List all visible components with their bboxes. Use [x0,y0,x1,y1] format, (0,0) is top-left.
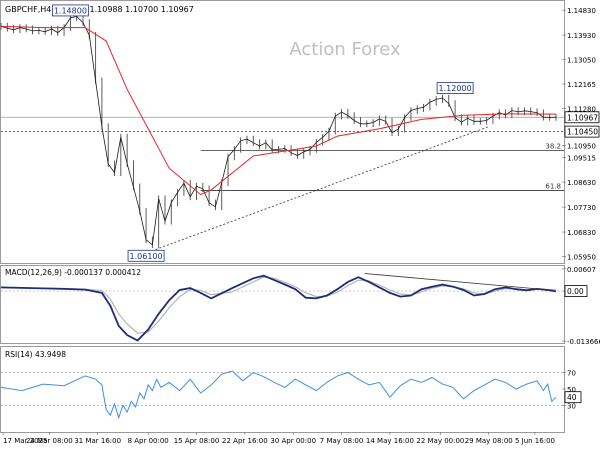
y-tick-label: 1.11280 [567,106,596,114]
recent-high-label: 1.12000 [436,82,474,95]
sma-line [0,25,557,196]
swing-high-label: 1.14800 [51,4,89,17]
macd-panel-frame [0,265,565,344]
x-tick-label: 24 Mar 08:00 [26,437,73,445]
macd-current-value: 0.00 [567,287,584,296]
macd-y-axis: 0.00607 0.00 -0.013666 [562,266,600,346]
x-tick-label: 30 Apr 00:00 [270,437,316,445]
price-close-line [0,16,557,246]
recent-high-value: 1.12000 [439,84,472,93]
swing-low-box [127,249,165,262]
swing-low-value: 1.06100 [130,252,163,261]
rsi-panel-frame [0,346,565,433]
support-price-value: 1.10450 [567,128,598,137]
x-tick-label: 5 Jun 16:00 [515,437,555,445]
y-tick-label: 1.12165 [567,81,596,89]
rsi-line [0,370,557,420]
x-tick-label: 7 May 08:00 [320,437,364,445]
macd-label: MACD(12,26,9) -0.000137 0.000412 [5,268,141,277]
x-tick-label: 8 Apr 00:00 [128,437,169,445]
rsi-label: RSI(14) 43.9498 [5,350,66,359]
swing-low-label: 1.06100 [127,249,165,262]
current-price-value: 1.10967 [567,113,598,122]
x-tick-label: 14 May 16:00 [366,437,414,445]
x-tick-label: 22 Apr 16:00 [222,437,268,445]
rsi-current-box [564,391,582,404]
y-tick-label: 1.13050 [567,56,596,64]
rsi-panel: RSI(14) 43.9498 70 50 30 40 [0,346,582,433]
macd-line [0,274,557,342]
y-tick-label: 0.00607 [567,266,596,274]
current-price-tag: 1.10967 [564,111,600,124]
fib-level-label: 61.8 [545,182,561,190]
y-tick-label: 1.10950 [567,142,596,150]
x-tick-label: 17 Mar 2025 [3,437,47,445]
macd-panel: MACD(12,26,9) -0.000137 0.000412 0.00607… [0,265,600,346]
y-tick-label: -0.013666 [567,338,600,346]
macd-current-box [564,285,588,297]
macd-divergence-line [364,273,542,290]
y-tick-label: 70 [567,370,576,378]
x-tick-label: 22 May 00:00 [416,437,464,445]
x-tick-label: 29 May 08:00 [465,437,513,445]
y-tick-label: 30 [567,402,576,410]
macd-current-tag: 0.00 [564,285,588,297]
price-y-axis: 1.148301.139301.130501.121651.112801.109… [562,7,596,261]
fibonacci-levels: 38.2 61.8 [200,142,564,191]
price-bars [0,13,557,249]
y-tick-label: 1.13930 [567,32,596,40]
rsi-y-axis: 70 50 30 [1,370,576,410]
macd-signal-line [0,276,556,334]
support-price-tag: 1.10450 [564,125,600,138]
trend-line [148,126,489,253]
x-tick-label: 31 Mar 16:00 [74,437,121,445]
recent-high-box [436,82,474,95]
fib-level-label: 38.2 [545,142,561,150]
watermark: Action Forex [289,39,401,60]
y-tick-label: 1.07730 [567,204,596,212]
x-tick-label: 15 Apr 08:00 [174,437,220,445]
swing-high-value: 1.14800 [54,6,87,15]
rsi-current-value: 40 [567,393,577,402]
price-panel-frame [0,0,565,264]
y-tick-label: 1.05950 [567,253,596,261]
y-tick-label: 1.09515 [567,155,596,163]
y-tick-label: 50 [567,386,576,394]
price-header: GBPCHF,H4 1.10736 1.10988 1.10700 1.1096… [5,5,194,14]
price-panel: GBPCHF,H4 1.10736 1.10988 1.10700 1.1096… [0,0,600,264]
support-price-box [564,125,600,138]
current-price-box [564,111,600,124]
rsi-current-tag: 40 [564,391,582,404]
swing-high-box [51,4,89,17]
y-tick-label: 1.14830 [567,7,596,15]
y-tick-label: 1.08630 [567,179,596,187]
y-tick-label: 1.06830 [567,229,596,237]
